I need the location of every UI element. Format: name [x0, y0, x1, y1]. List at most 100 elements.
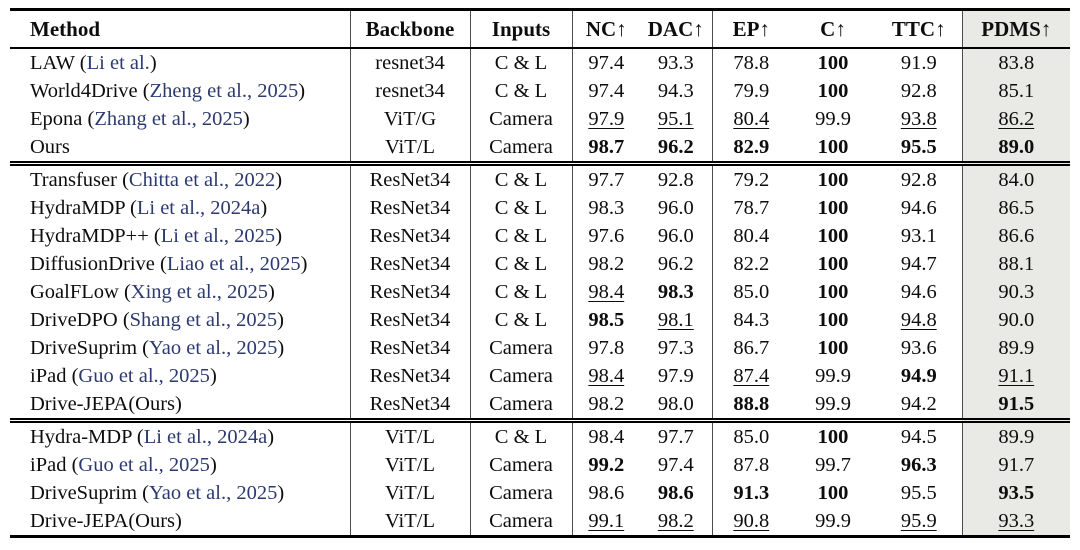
- citation-link[interactable]: Zheng et al., 2025: [149, 80, 299, 102]
- method-name: GoalFLow: [30, 281, 119, 303]
- table-row: DriveSuprim (Yao et al., 2025) ViT/L Camer…: [10, 479, 1070, 507]
- dac-cell: 96.2: [640, 250, 712, 278]
- citation-link[interactable]: Guo et al., 2025: [78, 454, 210, 476]
- metric-value: 88.1: [998, 253, 1035, 275]
- metric-value: 91.7: [998, 454, 1035, 476]
- metric-value: 98.4: [588, 426, 625, 448]
- up-arrow-icon: ↑: [835, 17, 846, 41]
- ttc-cell: 92.8: [876, 161, 962, 194]
- method-cell: DiffusionDrive (Liao et al., 2025): [30, 253, 308, 275]
- table-row: GoalFLow (Xing et al., 2025) ResNet34 C & …: [10, 278, 1070, 306]
- metric-value: 92.8: [900, 169, 937, 191]
- ttc-cell: 94.2: [876, 390, 962, 421]
- inputs-cell: Camera: [469, 479, 572, 507]
- nc-cell: 98.2: [571, 390, 640, 421]
- method-cell: HydraMDP++ (Li et al., 2025): [30, 225, 283, 247]
- nc-cell: 97.4: [571, 48, 640, 77]
- metric-value: 99.1: [588, 510, 625, 532]
- inputs-cell: C & L: [469, 418, 572, 451]
- metric-value: 94.5: [900, 426, 937, 448]
- metric-value: 97.6: [588, 225, 625, 247]
- metric-value: 97.9: [657, 365, 694, 387]
- citation-link[interactable]: Zhang et al., 2025: [94, 108, 243, 130]
- dac-cell: 96.0: [640, 194, 712, 222]
- metric-value: 79.9: [733, 80, 770, 102]
- citation-link[interactable]: Liao et al., 2025: [166, 253, 301, 275]
- metric-value: 93.3: [657, 52, 694, 74]
- table-row: Drive-JEPA(Ours) ResNet34 Camera 98.2 98.0 88…: [10, 390, 1070, 421]
- pdms-cell: 89.9: [961, 334, 1070, 362]
- metric-value: 95.1: [657, 108, 694, 130]
- metric-value: 94.7: [900, 253, 937, 275]
- col-header-dac: DAC↑: [640, 9, 712, 49]
- metric-value: 99.9: [815, 510, 851, 532]
- c-cell: 100: [790, 418, 876, 451]
- table-row: Drive-JEPA(Ours) ViT/L Camera 99.1 98.2 90.8 9…: [10, 507, 1070, 537]
- citation-link[interactable]: Li et al., 2024a: [143, 426, 268, 448]
- section-1: LAW (Li et al.) resnet34 C & L 97.4 93.3 78.8…: [10, 48, 1070, 164]
- method-cell: World4Drive (Zheng et al., 2025): [30, 80, 306, 102]
- inputs-cell: Camera: [469, 334, 572, 362]
- method-cell: Drive-JEPA(Ours): [10, 507, 350, 537]
- c-cell: 100: [790, 334, 876, 362]
- backbone-cell: ResNet34: [349, 194, 470, 222]
- metric-value: 90.8: [733, 510, 770, 532]
- citation-link[interactable]: Li et al., 2024a: [136, 197, 261, 219]
- ep-cell: 79.2: [711, 161, 790, 194]
- metric-value: 85.0: [733, 281, 770, 303]
- citation-link[interactable]: Chitta et al., 2022: [128, 169, 276, 191]
- table-row: Ours ViT/L Camera 98.7 96.2 82.9 100 95.5 89.0: [10, 133, 1070, 164]
- metric-value: 95.5: [900, 482, 937, 504]
- citation-link[interactable]: Yao et al., 2025: [149, 337, 278, 359]
- metric-value: 96.0: [657, 225, 694, 247]
- c-cell: 100: [790, 222, 876, 250]
- citation-link[interactable]: Shang et al., 2025: [129, 309, 278, 331]
- metric-value: 100: [817, 225, 849, 247]
- backbone-cell: ResNet34: [349, 362, 470, 390]
- metric-value: 98.1: [657, 309, 694, 331]
- citation-link[interactable]: Guo et al., 2025: [78, 365, 210, 387]
- metric-value: 99.9: [815, 108, 851, 130]
- ttc-cell: 94.8: [876, 306, 962, 334]
- metric-value: 100: [817, 426, 849, 448]
- table-row: iPad (Guo et al., 2025) ResNet34 Camera 98.…: [10, 362, 1070, 390]
- metric-value: 89.9: [998, 337, 1035, 359]
- nc-cell: 98.3: [571, 194, 640, 222]
- citation-link[interactable]: Xing et al., 2025: [130, 281, 268, 303]
- metric-value: 98.3: [657, 281, 694, 303]
- up-arrow-icon: ↑: [693, 17, 704, 41]
- method-cell: DriveSuprim (Yao et al., 2025): [30, 337, 285, 359]
- metric-value: 96.0: [657, 197, 694, 219]
- pdms-cell: 88.1: [961, 250, 1070, 278]
- ttc-cell: 93.6: [876, 334, 962, 362]
- backbone-cell: ViT/L: [349, 507, 470, 537]
- dac-cell: 97.9: [640, 362, 712, 390]
- citation-link[interactable]: Li et al., 2025: [160, 225, 276, 247]
- metric-value: 94.6: [900, 197, 937, 219]
- metric-value: 100: [817, 309, 849, 331]
- citation-link[interactable]: Li et al.: [86, 52, 150, 74]
- ep-cell: 78.8: [711, 48, 790, 77]
- metric-value: 100: [817, 136, 849, 158]
- c-cell: 100: [790, 250, 876, 278]
- citation-link[interactable]: Yao et al., 2025: [149, 482, 278, 504]
- pdms-cell: 91.7: [961, 451, 1070, 479]
- pdms-cell: 85.1: [961, 77, 1070, 105]
- header-row: Method Backbone Inputs NC↑ DAC↑ EP↑ C↑ T…: [10, 9, 1070, 49]
- ep-cell: 87.8: [711, 451, 790, 479]
- metric-value: 94.8: [900, 309, 937, 331]
- col-header-pdms: PDMS↑: [961, 9, 1070, 49]
- ttc-cell: 94.6: [876, 194, 962, 222]
- dac-cell: 98.1: [640, 306, 712, 334]
- ep-cell: 82.9: [711, 133, 790, 164]
- col-header-nc: NC↑: [571, 9, 640, 49]
- method-name: Transfuser: [30, 169, 117, 191]
- table-row: DriveSuprim (Yao et al., 2025) ResNet34 Ca…: [10, 334, 1070, 362]
- backbone-cell: ResNet34: [349, 222, 470, 250]
- ttc-cell: 91.9: [876, 48, 962, 77]
- metric-value: 99.9: [815, 365, 851, 387]
- c-cell: 100: [790, 161, 876, 194]
- col-header-inputs: Inputs: [469, 9, 572, 49]
- ep-cell: 91.3: [711, 479, 790, 507]
- metric-value: 91.3: [733, 482, 770, 504]
